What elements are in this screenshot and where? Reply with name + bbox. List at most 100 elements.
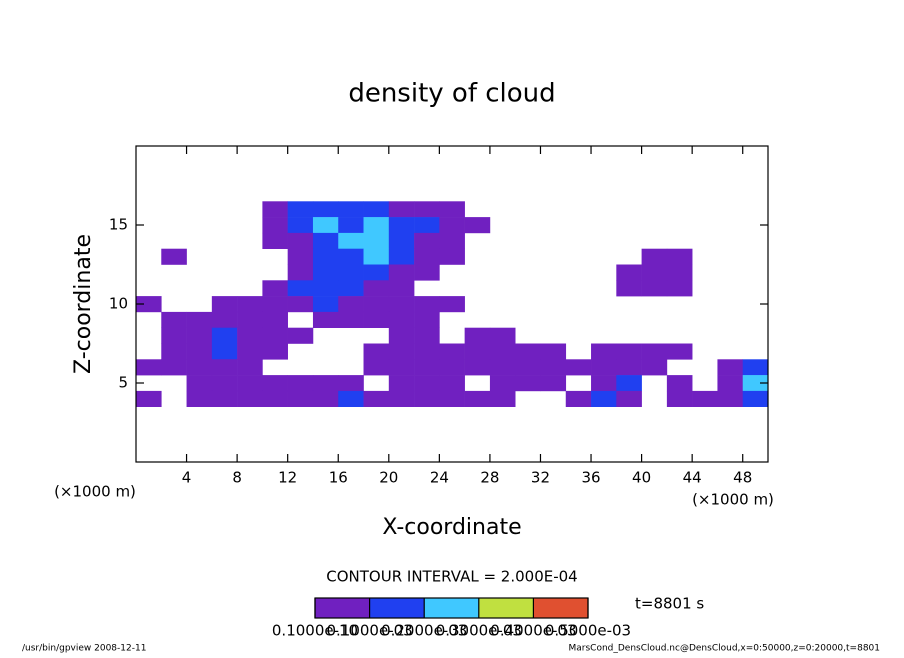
contour-cell — [338, 375, 364, 392]
contour-cell — [591, 328, 617, 344]
contour-cell — [439, 248, 465, 265]
y-unit: (×1000 m) — [54, 483, 136, 501]
contour-cell — [388, 280, 415, 297]
contour-cell — [666, 375, 693, 392]
contour-cell — [540, 265, 566, 281]
contour-cell — [312, 232, 339, 249]
contour-cell — [591, 265, 617, 281]
contour-cell — [388, 296, 415, 313]
contour-cell — [742, 390, 769, 407]
contour-cell — [287, 390, 314, 407]
contour-cell — [742, 359, 769, 376]
colorbar-band — [533, 598, 588, 618]
contour-cell — [414, 390, 440, 407]
contour-cell — [136, 390, 162, 407]
contour-cell — [692, 375, 718, 391]
contour-cell — [540, 296, 566, 312]
contour-cell — [161, 327, 187, 344]
x-tick-label: 32 — [531, 469, 550, 487]
contour-cell — [237, 359, 263, 376]
contour-cell — [515, 312, 541, 328]
contour-cell — [161, 248, 187, 265]
contour-cell — [439, 201, 465, 218]
contour-cell — [288, 344, 314, 360]
contour-cell — [515, 249, 541, 265]
contour-cell — [566, 249, 592, 265]
contour-cell — [591, 233, 617, 249]
contour-cell — [717, 217, 743, 233]
colorbar-label: 0.1000e-10 — [272, 622, 358, 640]
x-tick-label: 12 — [278, 469, 297, 487]
contour-cell — [642, 328, 668, 344]
contour-cell — [490, 265, 516, 281]
contour-cell — [262, 375, 288, 392]
contour-cell — [490, 233, 516, 249]
contour-cell — [616, 249, 642, 265]
contour-cell — [566, 312, 592, 328]
contour-cell — [211, 296, 238, 313]
contour-cell — [136, 312, 162, 328]
contour-cell — [515, 265, 541, 281]
contour-cell — [439, 265, 465, 281]
contour-cell — [363, 359, 390, 376]
contour-cell — [490, 312, 516, 328]
contour-cell — [591, 390, 617, 407]
contour-cell — [540, 312, 566, 328]
x-unit: (×1000 m) — [692, 491, 774, 509]
contour-cell — [489, 375, 516, 392]
chart-title: density of cloud — [348, 79, 555, 109]
y-tick-label: 5 — [118, 374, 128, 392]
contour-cell — [540, 280, 566, 296]
contour-cell — [641, 359, 668, 376]
contour-cell — [515, 280, 541, 296]
contour-cell — [161, 296, 187, 312]
contour-cell — [237, 233, 263, 249]
colorbar-label: 0.4000e-03 — [490, 622, 576, 640]
contour-cell — [161, 233, 187, 249]
contour-cell — [212, 249, 238, 265]
contour-cell — [591, 312, 617, 328]
contour-cell — [187, 265, 213, 281]
contour-cell — [187, 217, 213, 233]
contour-cell — [187, 249, 213, 265]
contour-cell — [515, 375, 541, 392]
contour-interval: CONTOUR INTERVAL = 2.000E-04 — [326, 568, 577, 586]
contour-cell — [414, 311, 440, 328]
contour-cell — [363, 311, 390, 328]
contour-cell — [388, 248, 415, 265]
contour-cell — [566, 344, 592, 360]
contour-cell — [439, 343, 465, 360]
contour-cell — [566, 233, 592, 249]
contour-cell — [363, 390, 390, 407]
contour-cell — [717, 280, 743, 296]
contour-cell — [465, 201, 491, 217]
contour-cell — [692, 265, 718, 281]
contour-cell — [262, 232, 288, 249]
contour-cell — [464, 327, 491, 344]
contour-cell — [313, 328, 339, 344]
contour-cell — [388, 232, 415, 249]
contour-cell — [211, 390, 238, 407]
contour-cell — [136, 201, 162, 217]
contour-cell — [692, 233, 718, 249]
contour-cell — [642, 233, 668, 249]
contour-cell — [667, 233, 693, 249]
contour-cell — [161, 391, 187, 407]
contour-cell — [566, 265, 592, 281]
contour-cell — [439, 217, 465, 234]
time-label: t=8801 s — [635, 595, 704, 613]
contour-cell — [439, 280, 465, 296]
contour-cell — [136, 280, 162, 296]
contour-cell — [642, 375, 668, 391]
contour-cell — [465, 265, 491, 281]
contour-cell — [414, 248, 440, 265]
contour-cell — [616, 359, 642, 376]
contour-cell — [287, 375, 314, 392]
contour-cell — [262, 311, 288, 328]
contour-cell — [717, 359, 744, 376]
contour-cell — [161, 343, 187, 360]
contour-cell — [414, 296, 440, 313]
contour-cell — [489, 359, 516, 376]
contour-cell — [642, 217, 668, 233]
